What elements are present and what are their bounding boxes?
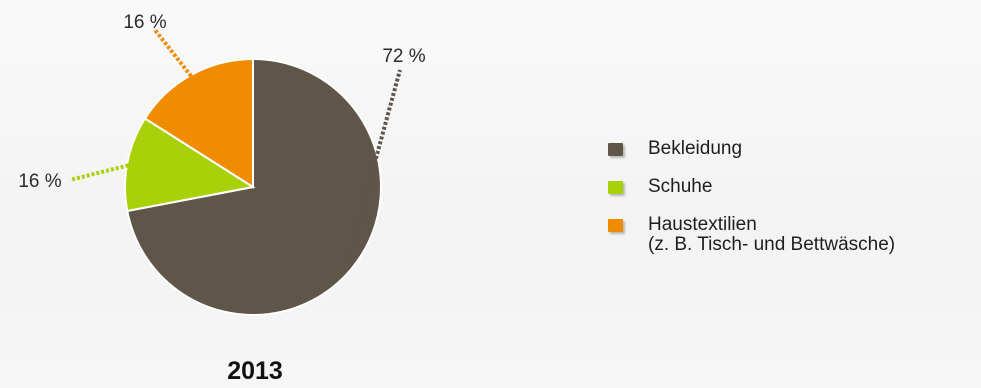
data-label-0: 72 % bbox=[382, 46, 425, 67]
legend-label-schuhe: Schuhe bbox=[648, 176, 713, 197]
legend-item-schuhe: Schuhe bbox=[608, 177, 895, 197]
pie-slices bbox=[124, 57, 382, 316]
legend-item-bekleidung: Bekleidung bbox=[608, 139, 895, 159]
legend-swatch-haustextilien bbox=[608, 219, 623, 232]
pie-data-labels: 72 % 16 % 16 % bbox=[18, 12, 425, 192]
legend-swatch-bekleidung bbox=[608, 143, 623, 156]
data-label-1: 16 % bbox=[18, 171, 61, 192]
pie-slice-1 bbox=[124, 117, 256, 213]
data-label-2: 16 % bbox=[123, 12, 166, 33]
legend-item-haustextilien: Haustextilien (z. B. Tisch- und Bettwäsc… bbox=[608, 215, 895, 255]
leader-line-0 bbox=[345, 69, 402, 266]
chart-title: 2013 bbox=[227, 357, 283, 385]
leader-line-2 bbox=[153, 28, 196, 82]
legend-label-bekleidung: Bekleidung bbox=[648, 138, 743, 159]
pie-leader-lines bbox=[69, 28, 402, 266]
legend: Bekleidung Schuhe Haustextilien (z. B. T… bbox=[608, 139, 895, 273]
pie-chart: 72 % 16 % 16 % 2013 bbox=[18, 12, 425, 385]
leader-line-1 bbox=[69, 162, 134, 182]
legend-swatch-schuhe bbox=[608, 181, 623, 194]
legend-label-haustextilien: Haustextilien (z. B. Tisch- und Bettwäsc… bbox=[648, 214, 896, 255]
